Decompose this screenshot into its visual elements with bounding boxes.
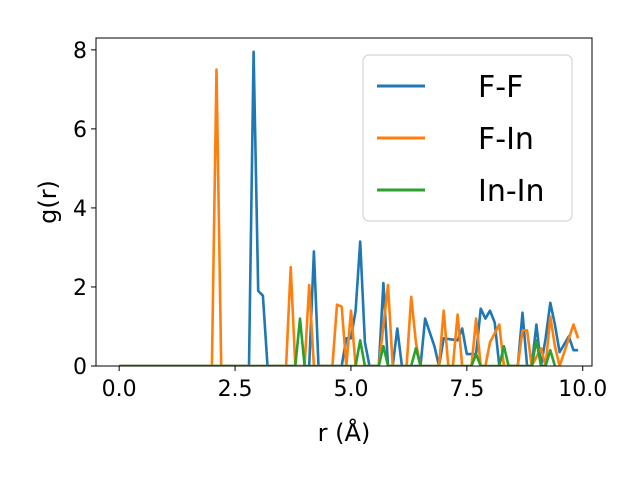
legend: F-F F-In In-In <box>362 54 573 222</box>
y-tick-label: 2 <box>73 276 87 301</box>
y-tick-label: 8 <box>73 39 87 64</box>
plot-frame <box>95 37 593 367</box>
legend-label-in-in: In-In <box>478 174 545 209</box>
y-axis: 0 2 4 6 8 <box>73 39 96 380</box>
x-axis: 0.0 2.5 5.0 7.5 10.0 <box>102 366 607 402</box>
x-tick-label: 7.5 <box>449 377 484 402</box>
y-axis-title: g(r) <box>34 180 62 224</box>
y-tick-label: 0 <box>73 355 87 380</box>
y-tick-label: 6 <box>73 118 87 143</box>
x-tick-label: 0.0 <box>102 377 137 402</box>
x-tick-label: 10.0 <box>558 377 607 402</box>
series-line-f-in <box>119 68 580 366</box>
legend-box <box>362 54 573 222</box>
x-axis-title: r (Å) <box>318 418 371 447</box>
x-tick-label: 5.0 <box>333 377 368 402</box>
legend-label-f-in: F-In <box>478 122 534 157</box>
legend-label-f-f: F-F <box>478 70 523 105</box>
x-tick-label: 2.5 <box>218 377 253 402</box>
series-line-in-in <box>119 317 557 366</box>
y-tick-label: 4 <box>73 197 87 222</box>
series-layer <box>119 50 580 366</box>
